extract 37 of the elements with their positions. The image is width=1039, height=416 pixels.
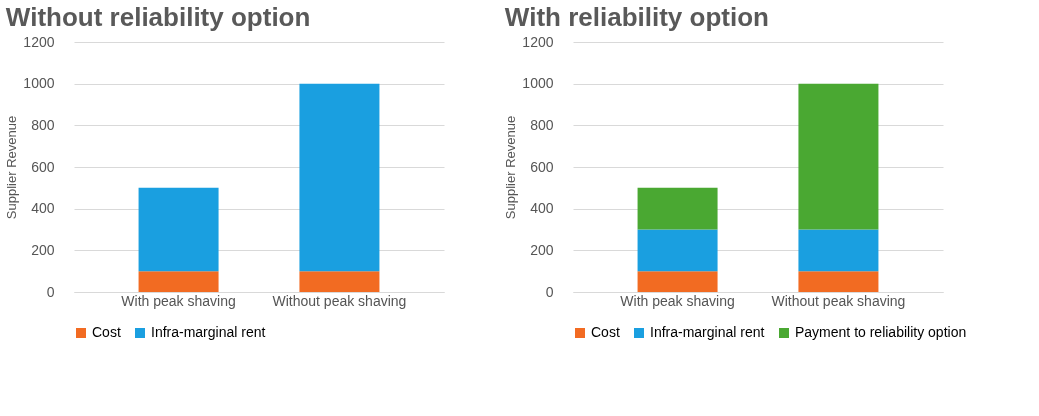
bar (299, 271, 380, 292)
y-tick-label: 600 (530, 158, 554, 175)
legend-label: Infra-marginal rent (151, 324, 266, 340)
x-tick-label: Without peak shaving (272, 292, 407, 309)
y-axis-title: Supplier Revenue (503, 115, 519, 220)
legend-label: Infra-marginal rent (650, 324, 765, 340)
y-axis-title: Supplier Revenue (4, 115, 20, 220)
chart-title: With reliability option (504, 2, 769, 32)
legend-label: Payment to reliability option (795, 324, 967, 340)
x-tick-label: Without peak shaving (771, 292, 906, 309)
y-tick-label: 200 (530, 241, 554, 258)
chart-title: Without reliability option (5, 2, 311, 32)
bar (138, 187, 219, 272)
legend-label: Cost (591, 324, 620, 340)
x-tick-label: With peak shaving (121, 292, 236, 309)
y-tick-label: 600 (31, 158, 55, 175)
y-tick-label: 200 (31, 241, 55, 258)
bar (637, 187, 718, 230)
y-tick-label: 1200 (522, 33, 554, 50)
y-tick-label: 0 (545, 283, 554, 300)
y-tick-label: 800 (31, 116, 55, 133)
legend-label: Cost (92, 324, 121, 340)
bar (138, 271, 219, 292)
y-tick-label: 1000 (23, 75, 55, 92)
bar (798, 271, 879, 292)
bar (798, 229, 879, 272)
bar (798, 83, 879, 230)
bar (299, 83, 380, 272)
x-tick-label: With peak shaving (620, 292, 735, 309)
bar (637, 229, 718, 272)
y-tick-label: 400 (530, 200, 554, 217)
bar (637, 271, 718, 292)
y-tick-label: 800 (530, 116, 554, 133)
y-tick-label: 0 (46, 283, 55, 300)
y-tick-label: 1000 (522, 75, 554, 92)
y-tick-label: 1200 (23, 33, 55, 50)
y-tick-label: 400 (31, 200, 55, 217)
